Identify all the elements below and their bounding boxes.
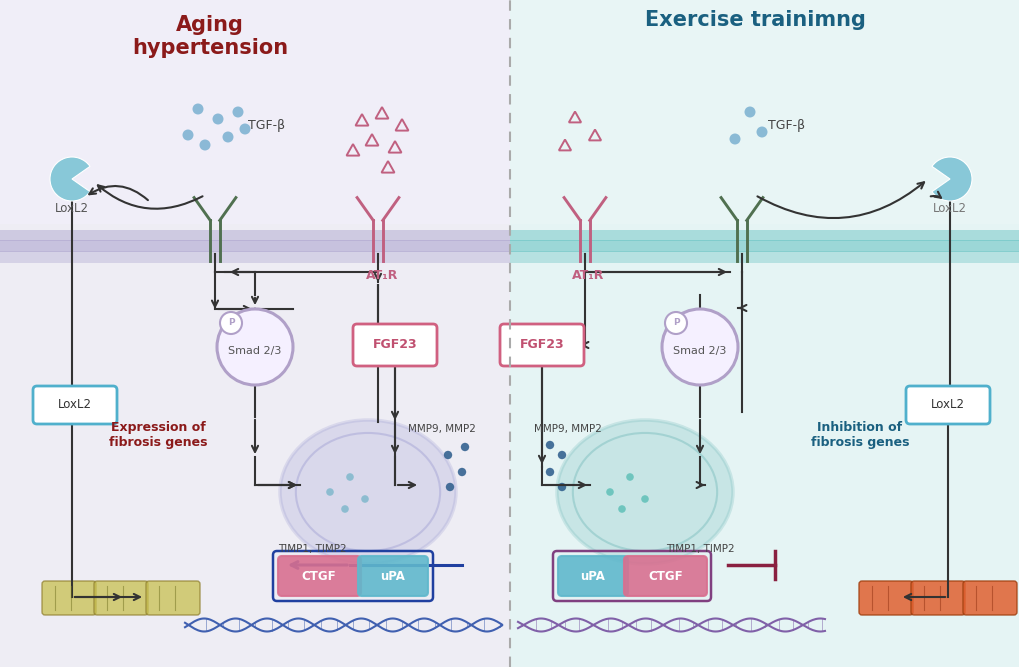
Circle shape: [445, 483, 453, 491]
Text: TIMP1, TIMP2: TIMP1, TIMP2: [277, 544, 346, 554]
Bar: [510, 251, 1019, 263]
FancyBboxPatch shape: [905, 386, 989, 424]
Circle shape: [212, 113, 223, 125]
Text: LoxL2: LoxL2: [932, 203, 966, 215]
Circle shape: [557, 483, 566, 491]
Circle shape: [193, 103, 204, 115]
FancyBboxPatch shape: [353, 324, 436, 366]
FancyBboxPatch shape: [557, 556, 628, 596]
Text: Smad 2/3: Smad 2/3: [228, 346, 281, 356]
Bar: [0, 251, 510, 263]
FancyBboxPatch shape: [910, 581, 964, 615]
Circle shape: [217, 309, 292, 385]
Text: FGF23: FGF23: [519, 338, 564, 352]
Text: uPA: uPA: [380, 570, 405, 582]
Text: MMP9, MMP2: MMP9, MMP2: [408, 424, 476, 434]
Circle shape: [361, 495, 369, 503]
Text: CTGF: CTGF: [302, 570, 336, 582]
Text: AT₁R: AT₁R: [366, 269, 397, 282]
Circle shape: [641, 495, 648, 503]
Circle shape: [239, 123, 251, 135]
FancyBboxPatch shape: [858, 581, 912, 615]
Text: Smad 2/3: Smad 2/3: [673, 346, 726, 356]
Text: TGF-β: TGF-β: [767, 119, 804, 131]
Circle shape: [222, 131, 233, 143]
Text: Expression of
fibrosis genes: Expression of fibrosis genes: [109, 421, 207, 449]
Bar: [510, 0, 1019, 667]
Circle shape: [345, 473, 354, 481]
Text: Aging
hypertension: Aging hypertension: [131, 15, 287, 58]
FancyBboxPatch shape: [962, 581, 1016, 615]
Circle shape: [232, 107, 244, 117]
Text: FGF23: FGF23: [372, 338, 417, 352]
Ellipse shape: [280, 420, 455, 564]
Text: LoxL2: LoxL2: [58, 398, 92, 412]
Circle shape: [545, 468, 553, 476]
Circle shape: [443, 451, 451, 459]
Circle shape: [220, 312, 242, 334]
FancyBboxPatch shape: [358, 556, 428, 596]
Circle shape: [200, 139, 210, 151]
FancyBboxPatch shape: [94, 581, 148, 615]
Circle shape: [557, 451, 566, 459]
Ellipse shape: [556, 420, 733, 564]
Text: Exercise trainimng: Exercise trainimng: [644, 10, 864, 30]
Circle shape: [326, 488, 333, 496]
FancyBboxPatch shape: [42, 581, 96, 615]
FancyBboxPatch shape: [499, 324, 584, 366]
Text: LoxL2: LoxL2: [55, 203, 89, 215]
Circle shape: [729, 133, 740, 145]
Text: Inhibition of
fibrosis genes: Inhibition of fibrosis genes: [810, 421, 908, 449]
Circle shape: [545, 441, 553, 449]
Circle shape: [744, 107, 755, 117]
Circle shape: [626, 473, 633, 481]
Circle shape: [605, 488, 613, 496]
Bar: [0, 0, 510, 224]
Circle shape: [458, 468, 466, 476]
FancyBboxPatch shape: [146, 581, 200, 615]
FancyBboxPatch shape: [33, 386, 117, 424]
Circle shape: [341, 505, 348, 513]
Circle shape: [461, 443, 469, 451]
Text: MMP9, MMP2: MMP9, MMP2: [534, 424, 601, 434]
Text: P: P: [672, 319, 679, 327]
Circle shape: [618, 505, 626, 513]
FancyBboxPatch shape: [278, 556, 361, 596]
Circle shape: [661, 309, 738, 385]
Circle shape: [664, 312, 687, 334]
Bar: [510, 229, 1019, 241]
Bar: [0, 240, 510, 252]
FancyBboxPatch shape: [624, 556, 706, 596]
Bar: [510, 0, 1019, 224]
Text: P: P: [227, 319, 234, 327]
Circle shape: [756, 127, 766, 137]
Text: CTGF: CTGF: [647, 570, 682, 582]
Wedge shape: [50, 157, 90, 201]
Text: LoxL2: LoxL2: [930, 398, 964, 412]
Text: TIMP1, TIMP2: TIMP1, TIMP2: [665, 544, 734, 554]
Wedge shape: [931, 157, 971, 201]
Bar: [0, 229, 510, 241]
Text: TGF-β: TGF-β: [248, 119, 285, 131]
Circle shape: [182, 129, 194, 141]
Bar: [510, 240, 1019, 252]
Text: uPA: uPA: [580, 570, 605, 582]
Bar: [0, 0, 510, 667]
Text: AT₁R: AT₁R: [572, 269, 603, 282]
